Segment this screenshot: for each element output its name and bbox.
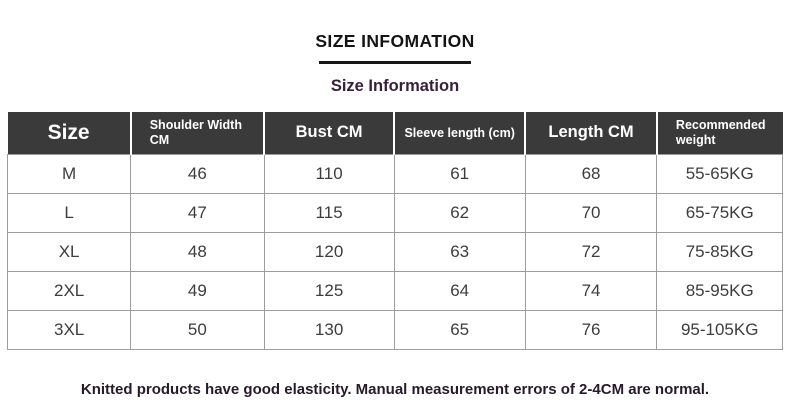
cell-shoulder-width: 49 — [130, 271, 265, 311]
column-header-bust: Bust CM — [264, 111, 396, 155]
cell-size: XL — [6, 232, 132, 272]
cell-shoulder-width: 47 — [130, 193, 265, 233]
cell-size: M — [6, 154, 132, 194]
cell-recommended-weight: 75-85KG — [656, 232, 783, 272]
cell-size: L — [6, 193, 132, 233]
cell-bust: 130 — [263, 310, 395, 350]
column-header-size: Size — [7, 111, 132, 155]
cell-bust: 115 — [263, 193, 395, 233]
cell-length: 74 — [524, 271, 658, 311]
cell-sleeve-length: 62 — [393, 193, 526, 233]
cell-length: 70 — [524, 193, 658, 233]
table-row-3xl: 3XL 50 130 65 76 95-105KG — [6, 310, 783, 350]
cell-length: 76 — [524, 310, 658, 350]
column-header-length: Length CM — [525, 111, 658, 155]
column-header-recommended-weight: Recommended weight — [656, 111, 783, 155]
cell-length: 68 — [524, 154, 658, 194]
size-table: Size Shoulder Width CM Bust CM Sleeve le… — [6, 111, 783, 350]
cell-sleeve-length: 63 — [393, 232, 526, 272]
cell-bust: 120 — [263, 232, 395, 272]
page-subtitle: Size Information — [330, 76, 460, 95]
title-underline — [319, 61, 471, 64]
column-header-shoulder-width: Shoulder Width CM — [130, 111, 266, 155]
cell-sleeve-length: 65 — [393, 310, 526, 350]
footer-note: Knitted products have good elasticity. M… — [80, 381, 710, 398]
cell-shoulder-width: 46 — [130, 154, 265, 194]
table-row-l: L 47 115 62 70 65-75KG — [6, 193, 783, 233]
cell-bust: 110 — [263, 154, 395, 194]
size-info-page: SIZE INFOMATION Size Information Size Sh… — [0, 31, 790, 416]
page-title: SIZE INFOMATION — [315, 31, 475, 51]
cell-size: 2XL — [6, 271, 132, 311]
table-row-2xl: 2XL 49 125 64 74 85-95KG — [6, 271, 783, 311]
cell-size: 3XL — [6, 310, 132, 350]
cell-recommended-weight: 85-95KG — [656, 271, 783, 311]
table-row-xl: XL 48 120 63 72 75-85KG — [6, 232, 783, 272]
cell-sleeve-length: 61 — [393, 154, 526, 194]
cell-bust: 125 — [263, 271, 395, 311]
cell-length: 72 — [524, 232, 658, 272]
table-header-row: Size Shoulder Width CM Bust CM Sleeve le… — [7, 111, 783, 155]
cell-recommended-weight: 65-75KG — [656, 193, 783, 233]
column-header-sleeve-length: Sleeve length (cm) — [394, 111, 527, 155]
cell-shoulder-width: 48 — [130, 232, 265, 272]
table-row-m: M 46 110 61 68 55-65KG — [6, 154, 783, 194]
cell-shoulder-width: 50 — [130, 310, 265, 350]
cell-sleeve-length: 64 — [393, 271, 526, 311]
cell-recommended-weight: 55-65KG — [656, 154, 783, 194]
cell-recommended-weight: 95-105KG — [656, 310, 783, 350]
